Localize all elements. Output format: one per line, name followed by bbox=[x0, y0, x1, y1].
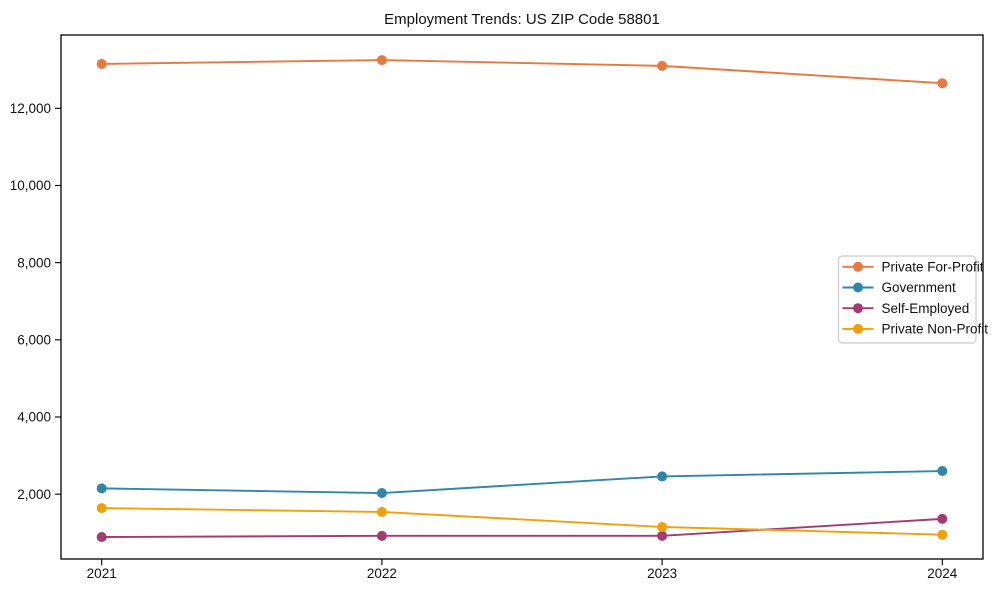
data-point bbox=[376, 488, 387, 499]
data-point bbox=[376, 530, 387, 541]
data-point bbox=[657, 60, 668, 71]
data-point bbox=[937, 466, 948, 477]
x-axis-tick-label: 2024 bbox=[927, 566, 958, 581]
y-axis-tick-label: 10,000 bbox=[10, 178, 51, 193]
series-line-1 bbox=[100, 470, 944, 494]
chart-title: Employment Trends: US ZIP Code 58801 bbox=[384, 11, 660, 28]
series-line-0 bbox=[100, 59, 944, 85]
legend: Private For-Profit Government Self-Employe… bbox=[837, 255, 989, 344]
data-point bbox=[937, 529, 948, 540]
plot-area bbox=[60, 34, 984, 560]
data-point bbox=[96, 58, 107, 69]
legend-label: Private Non-Profit bbox=[882, 322, 989, 337]
y-axis-tick-label: 6,000 bbox=[17, 333, 51, 348]
y-axis-tick-label: 12,000 bbox=[10, 101, 51, 116]
y-axis-tick-label: 2,000 bbox=[17, 487, 51, 502]
data-point bbox=[937, 513, 948, 524]
x-axis-tick-label: 2021 bbox=[87, 566, 117, 581]
data-point bbox=[657, 530, 668, 541]
data-point bbox=[376, 506, 387, 517]
legend-swatch-marker bbox=[853, 323, 863, 334]
data-point bbox=[96, 532, 107, 543]
series-line-3 bbox=[100, 507, 944, 536]
y-axis-tick-label: 8,000 bbox=[17, 255, 51, 270]
data-point bbox=[657, 521, 668, 532]
x-axis-tick-label: 2023 bbox=[647, 566, 677, 581]
series-line-2 bbox=[100, 517, 944, 538]
legend-swatch-marker bbox=[853, 261, 863, 272]
legend-label: Government bbox=[882, 280, 957, 295]
data-point bbox=[657, 471, 668, 482]
legend-label: Private For-Profit bbox=[882, 260, 984, 275]
legend-swatch-marker bbox=[853, 282, 863, 293]
data-point bbox=[96, 483, 107, 494]
data-point bbox=[376, 55, 387, 66]
legend-box bbox=[837, 255, 977, 344]
x-axis-tick-label: 2022 bbox=[367, 566, 397, 581]
legend-swatch-marker bbox=[853, 303, 863, 314]
data-point bbox=[96, 503, 107, 514]
data-point bbox=[937, 78, 948, 89]
legend-label: Self-Employed bbox=[882, 301, 970, 316]
y-axis-tick-label: 4,000 bbox=[17, 410, 51, 425]
